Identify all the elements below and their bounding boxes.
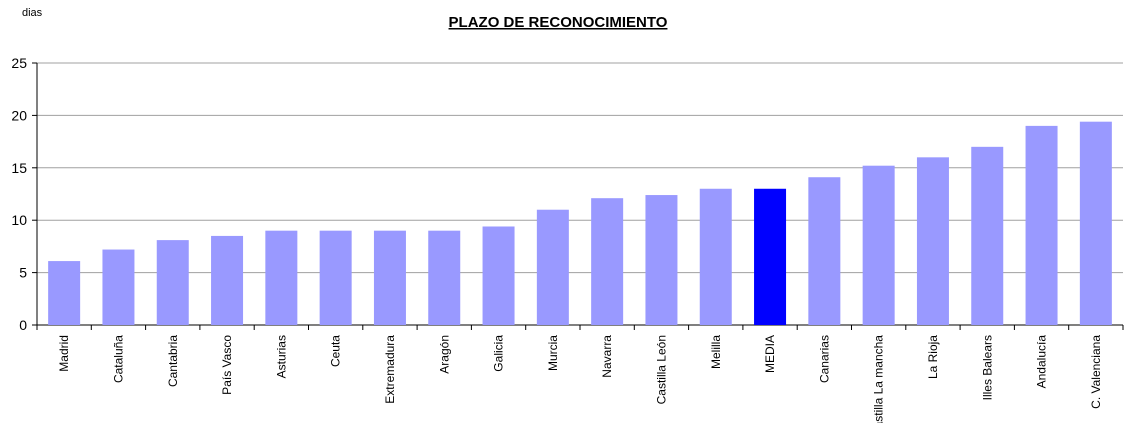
x-tick-label: Aragón	[437, 335, 451, 374]
y-tick-label: 20	[11, 107, 27, 123]
bar	[971, 146, 1004, 325]
x-tick-label: País Vasco	[220, 335, 234, 395]
x-tick-label: Cantabria	[166, 335, 180, 387]
x-tick-label: Illes Balears	[980, 335, 994, 400]
x-tick-label: Castilla León	[654, 335, 668, 404]
x-tick-label: Extremadura	[383, 335, 397, 404]
x-tick-label: Castilla La mancha	[872, 335, 886, 423]
y-tick-label: 15	[11, 160, 27, 176]
bar	[536, 209, 569, 325]
bar	[428, 230, 461, 325]
bar	[645, 195, 678, 325]
y-tick-label: 5	[19, 265, 27, 281]
bar	[265, 230, 298, 325]
x-tick-label: C. Valenciana	[1089, 335, 1103, 409]
bar	[482, 226, 515, 325]
x-tick-label: La Rioja	[926, 335, 940, 379]
x-tick-label: Navarra	[600, 335, 614, 378]
bar	[808, 177, 841, 325]
bar	[862, 165, 895, 325]
y-tick-label: 10	[11, 212, 27, 228]
bar	[916, 157, 949, 325]
x-tick-label: Melilla	[709, 335, 723, 369]
x-tick-label: Asturias	[274, 335, 288, 378]
bar	[319, 230, 352, 325]
x-tick-label: Ceuta	[329, 335, 343, 367]
x-tick-label: Madrid	[57, 335, 71, 372]
y-tick-label: 25	[11, 55, 27, 71]
bar	[373, 230, 406, 325]
bar	[1079, 121, 1112, 325]
bar	[591, 198, 624, 325]
bar	[1025, 125, 1058, 325]
y-axis-label: dias	[22, 7, 43, 19]
chart-title: PLAZO DE RECONOCIMIENTO	[449, 14, 668, 31]
x-tick-label: MEDIA	[763, 335, 777, 373]
bar	[48, 261, 81, 325]
x-tick-label: Cataluña	[111, 335, 125, 383]
bar	[211, 235, 244, 325]
x-tick-label: Galicia	[492, 335, 506, 372]
x-tick-label: Canarias	[817, 335, 831, 383]
bar	[699, 188, 732, 325]
y-tick-label: 0	[19, 317, 27, 333]
x-tick-label: Murcia	[546, 335, 560, 371]
bar	[102, 249, 135, 325]
bar	[156, 240, 189, 325]
x-tick-label: Andalucía	[1035, 335, 1049, 389]
bar	[754, 188, 787, 325]
